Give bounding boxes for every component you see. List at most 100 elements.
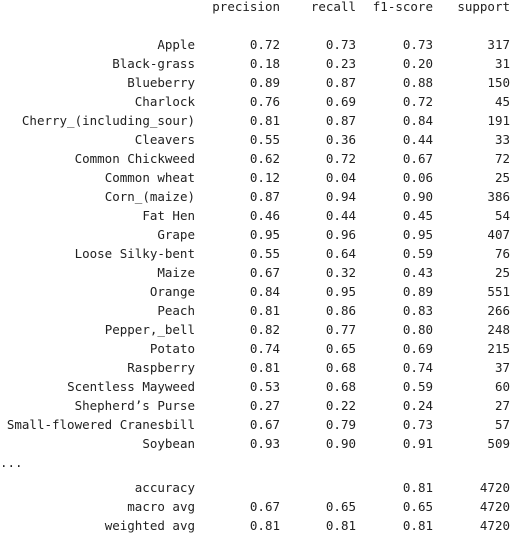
summary-row: macro avg 0.67 0.65 0.65 4720 xyxy=(0,497,516,516)
row-label: Fat Hen xyxy=(142,208,195,223)
recall-value: 0.32 xyxy=(325,265,356,280)
support-value: 248 xyxy=(487,322,510,337)
precision-value: 0.55 xyxy=(249,132,280,147)
row-label: Raspberry xyxy=(127,360,195,375)
precision-value: 0.67 xyxy=(249,417,280,432)
support-value: 317 xyxy=(487,37,510,52)
row-label: Apple xyxy=(157,37,195,52)
recall-value: 0.65 xyxy=(325,341,356,356)
class-row: Soybean 0.93 0.90 0.91 509 xyxy=(0,434,516,453)
summary-rows: accuracy 0.81 4720 macro avg 0.67 0.65 0.65 472… xyxy=(0,478,516,535)
row-label: Shepherd’s Purse xyxy=(74,398,195,413)
recall-value: 0.72 xyxy=(325,151,356,166)
class-row: Cherry_(including_sour) 0.81 0.87 0.84 191 xyxy=(0,111,516,130)
class-row: Orange 0.84 0.95 0.89 551 xyxy=(0,282,516,301)
recall-value: 0.36 xyxy=(325,132,356,147)
summary-row: accuracy 0.81 4720 xyxy=(0,478,516,497)
class-rows: Apple 0.72 0.73 0.73 317 Black-grass 0.18 0.23 0… xyxy=(0,35,516,453)
recall-value: 0.86 xyxy=(325,303,356,318)
f1-score-value: 0.91 xyxy=(402,436,433,451)
row-label: Corn_(maize) xyxy=(104,189,195,204)
f1-score-value: 0.06 xyxy=(402,170,433,185)
class-row: Scentless Mayweed 0.53 0.68 0.59 60 xyxy=(0,377,516,396)
row-label: Potato xyxy=(149,341,195,356)
support-value: 551 xyxy=(487,284,510,299)
f1-score-value: 0.45 xyxy=(402,208,433,223)
support-value: 37 xyxy=(494,360,510,375)
precision-value: 0.12 xyxy=(249,170,280,185)
support-value: 72 xyxy=(494,151,510,166)
support-value: 33 xyxy=(494,132,510,147)
row-label: Black-grass xyxy=(112,56,195,71)
f1-score-value: 0.84 xyxy=(402,113,433,128)
support-value: 266 xyxy=(487,303,510,318)
precision-value: 0.82 xyxy=(249,322,280,337)
f1-score-value: 0.43 xyxy=(402,265,433,280)
row-label: Small-flowered Cranesbill xyxy=(6,417,195,432)
class-row: Black-grass 0.18 0.23 0.20 31 xyxy=(0,54,516,73)
recall-value: 0.23 xyxy=(325,56,356,71)
class-row: Corn_(maize) 0.87 0.94 0.90 386 xyxy=(0,187,516,206)
class-row: Blueberry 0.89 0.87 0.88 150 xyxy=(0,73,516,92)
f1-score-value: 0.73 xyxy=(402,37,433,52)
f1-score-value: 0.89 xyxy=(402,284,433,299)
truncation-ellipsis: ... xyxy=(0,455,23,470)
recall-value: 0.96 xyxy=(325,227,356,242)
row-label: Common Chickweed xyxy=(74,151,195,166)
support-value: 25 xyxy=(494,265,510,280)
support-value: 57 xyxy=(494,417,510,432)
header-precision: precision xyxy=(212,0,280,14)
precision-value: 0.81 xyxy=(249,518,280,533)
recall-value: 0.87 xyxy=(325,75,356,90)
row-label: Grape xyxy=(157,227,195,242)
support-value: 215 xyxy=(487,341,510,356)
row-label: Loose Silky-bent xyxy=(74,246,195,261)
row-label: macro avg xyxy=(127,499,195,514)
row-label: Common wheat xyxy=(104,170,195,185)
class-row: Loose Silky-bent 0.55 0.64 0.59 76 xyxy=(0,244,516,263)
row-label: Maize xyxy=(157,265,195,280)
f1-score-value: 0.24 xyxy=(402,398,433,413)
support-value: 54 xyxy=(494,208,510,223)
class-row: Peach 0.81 0.86 0.83 266 xyxy=(0,301,516,320)
recall-value: 0.65 xyxy=(325,499,356,514)
row-label: accuracy xyxy=(134,480,195,495)
precision-value: 0.74 xyxy=(249,341,280,356)
class-row: Maize 0.67 0.32 0.43 25 xyxy=(0,263,516,282)
row-label: Cherry_(including_sour) xyxy=(21,113,195,128)
class-row: Cleavers 0.55 0.36 0.44 33 xyxy=(0,130,516,149)
support-value: 4720 xyxy=(479,499,510,514)
class-row: Pepper,_bell 0.82 0.77 0.80 248 xyxy=(0,320,516,339)
row-label: Pepper,_bell xyxy=(104,322,195,337)
f1-score-value: 0.81 xyxy=(402,518,433,533)
class-row: Shepherd’s Purse 0.27 0.22 0.24 27 xyxy=(0,396,516,415)
recall-value: 0.04 xyxy=(325,170,356,185)
header-support: support xyxy=(457,0,510,14)
precision-value: 0.67 xyxy=(249,499,280,514)
support-value: 4720 xyxy=(479,518,510,533)
row-label: Charlock xyxy=(134,94,195,109)
recall-value: 0.64 xyxy=(325,246,356,261)
support-value: 45 xyxy=(494,94,510,109)
f1-score-value: 0.74 xyxy=(402,360,433,375)
recall-value: 0.68 xyxy=(325,379,356,394)
support-value: 27 xyxy=(494,398,510,413)
precision-value: 0.67 xyxy=(249,265,280,280)
class-row: Raspberry 0.81 0.68 0.74 37 xyxy=(0,358,516,377)
support-value: 4720 xyxy=(479,480,510,495)
f1-score-value: 0.44 xyxy=(402,132,433,147)
precision-value: 0.18 xyxy=(249,56,280,71)
header-f1-score: f1-score xyxy=(372,0,433,14)
class-row: Fat Hen 0.46 0.44 0.45 54 xyxy=(0,206,516,225)
f1-score-value: 0.59 xyxy=(402,379,433,394)
f1-score-value: 0.59 xyxy=(402,246,433,261)
f1-score-value: 0.83 xyxy=(402,303,433,318)
f1-score-value: 0.80 xyxy=(402,322,433,337)
recall-value: 0.94 xyxy=(325,189,356,204)
f1-score-value: 0.95 xyxy=(402,227,433,242)
f1-score-value: 0.72 xyxy=(402,94,433,109)
precision-value: 0.46 xyxy=(249,208,280,223)
precision-value: 0.84 xyxy=(249,284,280,299)
recall-value: 0.87 xyxy=(325,113,356,128)
